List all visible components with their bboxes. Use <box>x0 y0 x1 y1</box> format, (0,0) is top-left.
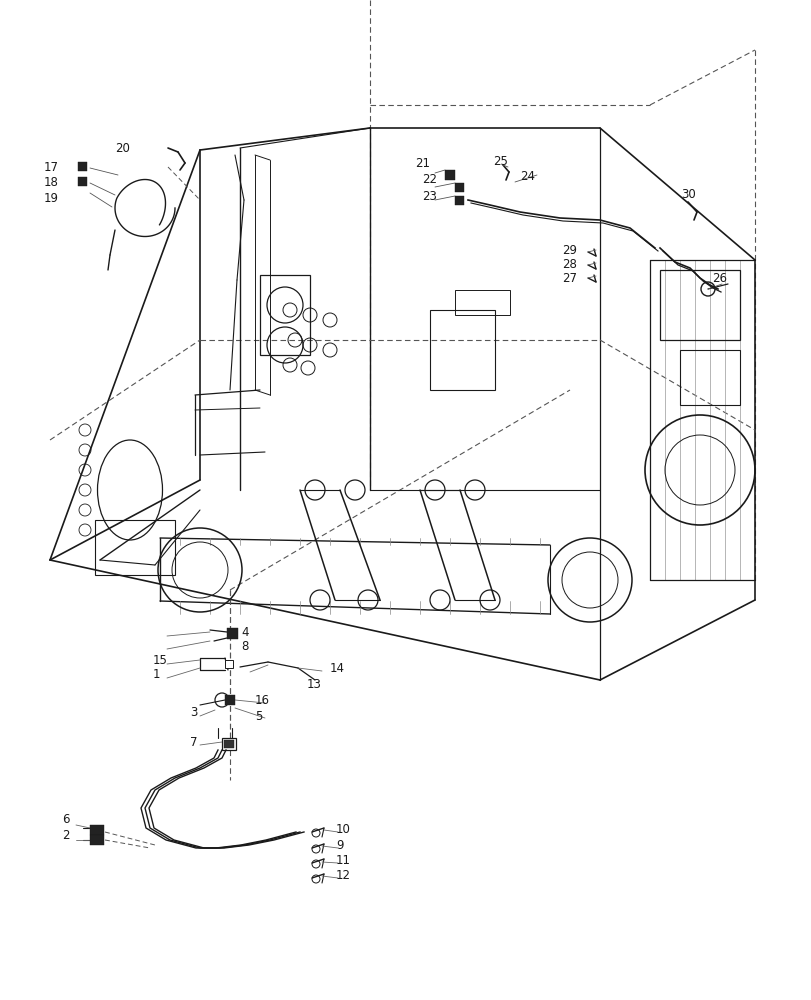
Bar <box>78 177 87 186</box>
Bar <box>430 310 495 390</box>
Bar <box>679 350 739 405</box>
Bar <box>454 290 509 315</box>
Text: 19: 19 <box>44 192 59 205</box>
Text: 18: 18 <box>44 176 59 189</box>
Bar <box>225 695 234 705</box>
Text: 16: 16 <box>255 694 270 706</box>
Bar <box>444 170 454 180</box>
Text: 13: 13 <box>307 678 321 690</box>
Text: 12: 12 <box>336 869 350 882</box>
Text: 11: 11 <box>336 854 350 867</box>
Bar <box>454 196 463 205</box>
Bar <box>78 162 87 171</box>
Text: 28: 28 <box>561 258 576 271</box>
Text: 17: 17 <box>44 161 59 174</box>
Bar <box>260 275 310 355</box>
Text: 30: 30 <box>680 188 695 202</box>
Text: 24: 24 <box>519 170 534 183</box>
Bar <box>454 183 463 192</box>
Bar <box>221 738 236 750</box>
Bar <box>95 520 175 575</box>
Text: 15: 15 <box>152 654 168 668</box>
Text: 3: 3 <box>190 706 197 720</box>
Text: 7: 7 <box>190 736 197 750</box>
Text: 8: 8 <box>241 640 248 652</box>
Text: 5: 5 <box>255 710 262 722</box>
Text: 4: 4 <box>241 626 248 640</box>
Bar <box>659 270 739 340</box>
Bar <box>225 660 233 668</box>
Text: 21: 21 <box>414 157 430 170</box>
Text: 20: 20 <box>115 142 130 155</box>
Bar <box>90 825 104 835</box>
Text: 6: 6 <box>62 813 70 826</box>
Bar <box>224 740 234 748</box>
Bar <box>227 628 238 639</box>
Text: 9: 9 <box>336 839 343 852</box>
Text: 10: 10 <box>336 823 350 836</box>
Text: 27: 27 <box>561 271 577 284</box>
Text: 22: 22 <box>422 173 436 186</box>
Text: 1: 1 <box>152 668 161 682</box>
Text: 14: 14 <box>329 662 345 676</box>
Text: 2: 2 <box>62 829 70 842</box>
Text: 29: 29 <box>561 243 577 256</box>
Bar <box>90 835 104 845</box>
Text: 26: 26 <box>711 271 726 284</box>
Text: 23: 23 <box>422 190 436 202</box>
Text: 25: 25 <box>492 155 507 168</box>
